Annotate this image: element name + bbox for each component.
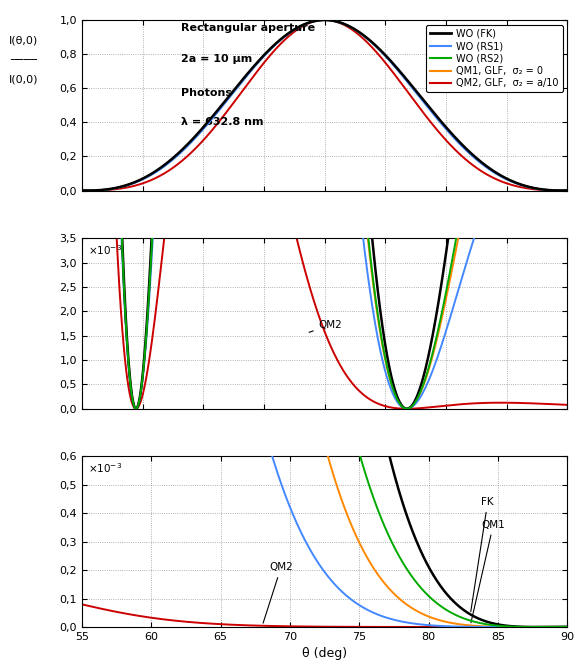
Text: ────: ──── bbox=[10, 54, 37, 64]
Text: I(θ,0): I(θ,0) bbox=[9, 35, 38, 45]
X-axis label: θ (deg): θ (deg) bbox=[302, 648, 347, 660]
Text: FK: FK bbox=[471, 497, 494, 612]
Text: RS2: RS2 bbox=[0, 666, 1, 667]
Text: RS1: RS1 bbox=[0, 666, 1, 667]
Text: QM2: QM2 bbox=[309, 320, 342, 332]
Text: Rectangular aperture: Rectangular aperture bbox=[181, 23, 315, 33]
Text: QM1: QM1 bbox=[0, 666, 1, 667]
Text: QM1: QM1 bbox=[471, 520, 505, 623]
Text: I(0,0): I(0,0) bbox=[9, 75, 39, 85]
Text: RS1: RS1 bbox=[0, 666, 1, 667]
Text: $\times 10^{-3}$: $\times 10^{-3}$ bbox=[88, 462, 122, 476]
Text: QM2: QM2 bbox=[263, 562, 293, 623]
Text: FK: FK bbox=[0, 666, 1, 667]
Text: $\times 10^{-3}$: $\times 10^{-3}$ bbox=[88, 243, 122, 257]
Legend: WO (FK), WO (RS1), WO (RS2), QM1, GLF,  σ₂ = 0, QM2, GLF,  σ₂ = a/10: WO (FK), WO (RS1), WO (RS2), QM1, GLF, σ… bbox=[426, 25, 563, 92]
Text: 2a = 10 μm: 2a = 10 μm bbox=[181, 54, 253, 64]
Text: Photons: Photons bbox=[181, 88, 232, 98]
Text: RS2: RS2 bbox=[0, 666, 1, 667]
Text: λ = 632.8 nm: λ = 632.8 nm bbox=[181, 117, 264, 127]
